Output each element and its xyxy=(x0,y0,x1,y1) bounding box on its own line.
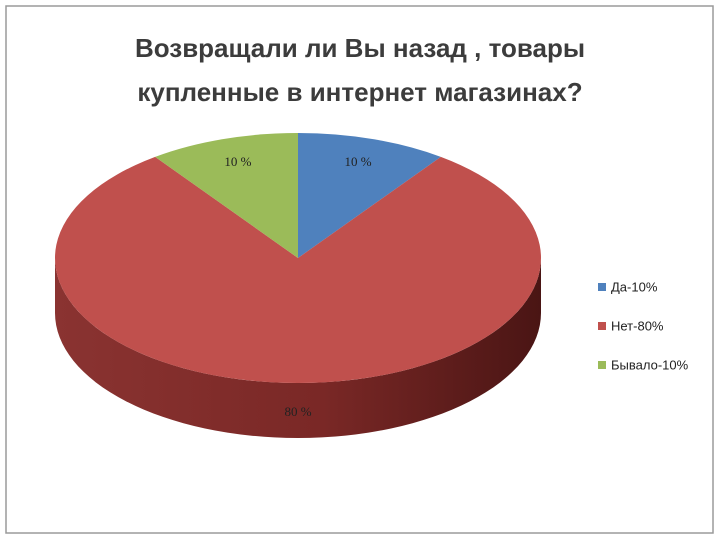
legend-label: Да-10% xyxy=(611,279,658,294)
legend-label: Нет-80% xyxy=(611,318,664,333)
legend-swatch xyxy=(598,361,606,369)
slice xyxy=(54,156,542,384)
legend-label: Бывало-10% xyxy=(611,357,689,372)
slice xyxy=(155,133,298,258)
chart-title: Возвращали ли Вы назад , товары купленны… xyxy=(134,33,586,107)
legend-swatch xyxy=(598,283,606,291)
legend-swatch xyxy=(598,322,606,330)
slice-side xyxy=(55,258,541,438)
data-label: 10 % xyxy=(345,154,372,169)
frame xyxy=(5,5,714,534)
data-label: 80 % xyxy=(284,404,311,419)
slice xyxy=(298,133,441,258)
data-label: 10 % xyxy=(224,154,251,169)
